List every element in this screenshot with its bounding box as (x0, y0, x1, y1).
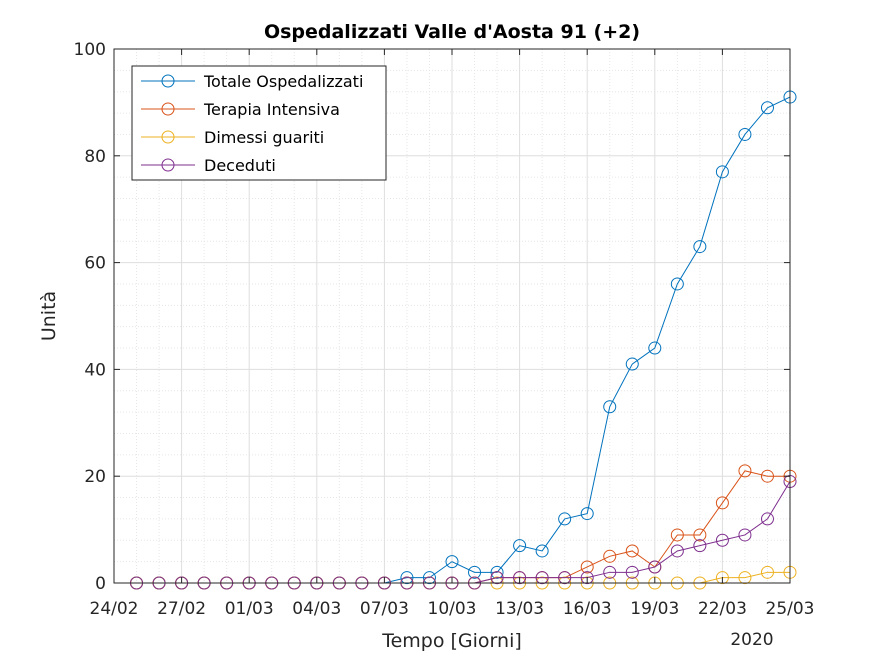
minor-grid (114, 49, 790, 583)
y-axis-title: Unità (38, 291, 60, 341)
data-point-totale-ospedalizzati (738, 127, 752, 141)
data-point-dimessi-guariti (760, 565, 774, 579)
x-tick-label: 16/03 (563, 599, 612, 619)
data-point-totale-ospedalizzati (670, 277, 684, 291)
data-point-deceduti (670, 544, 684, 558)
data-point-deceduti (738, 528, 752, 542)
data-point-totale-ospedalizzati (422, 571, 436, 585)
data-point-totale-ospedalizzati (468, 565, 482, 579)
data-point-totale-ospedalizzati (580, 507, 594, 521)
data-point-terapia-intensiva (603, 549, 617, 563)
data-point-deceduti (603, 565, 617, 579)
axis-ticks (113, 48, 791, 584)
data-point-terapia-intensiva (760, 469, 774, 483)
data-point-totale-ospedalizzati (715, 165, 729, 179)
data-point-dimessi-guariti (715, 571, 729, 585)
y-tick-label: 0 (95, 574, 106, 594)
data-point-terapia-intensiva (738, 464, 752, 478)
legend-label-totale-ospedalizzati: Totale Ospedalizzati (203, 72, 363, 91)
data-point-totale-ospedalizzati (535, 544, 549, 558)
data-point-deceduti (693, 539, 707, 553)
x-tick-label: 19/03 (630, 599, 679, 619)
x-tick-label: 25/03 (766, 599, 815, 619)
data-point-deceduti (648, 560, 662, 574)
x-tick-label: 01/03 (225, 599, 274, 619)
chart-title: Ospedalizzati Valle d'Aosta 91 (+2) (264, 21, 640, 43)
legend-label-dimessi-guariti: Dimessi guariti (204, 128, 324, 147)
x-tick-label: 13/03 (495, 599, 544, 619)
y-tick-label: 60 (84, 254, 106, 274)
data-point-dimessi-guariti (738, 571, 752, 585)
data-point-terapia-intensiva (625, 544, 639, 558)
data-point-totale-ospedalizzati (693, 240, 707, 254)
legend-marker-terapia-intensiva (161, 102, 175, 116)
x-tick-label: 24/02 (90, 599, 139, 619)
legend: Totale Ospedalizzati Terapia Intensiva Dim… (131, 65, 387, 181)
data-point-terapia-intensiva (715, 496, 729, 510)
x-tick-label: 27/02 (157, 599, 206, 619)
data-point-totale-ospedalizzati (760, 101, 774, 115)
data-point-terapia-intensiva (580, 560, 594, 574)
data-point-totale-ospedalizzati (513, 539, 527, 553)
data-point-totale-ospedalizzati (400, 571, 414, 585)
x-tick-label: 10/03 (428, 599, 477, 619)
legend-box (131, 65, 387, 181)
x-axis-title: Tempo [Giorni] (381, 630, 522, 652)
data-point-totale-ospedalizzati (625, 357, 639, 371)
x-tick-label: 22/03 (698, 599, 747, 619)
data-point-deceduti (513, 571, 527, 585)
y-tick-label: 40 (84, 360, 106, 380)
legend-label-deceduti: Deceduti (204, 156, 276, 175)
year-label: 2020 (730, 630, 773, 650)
legend-label-terapia-intensiva: Terapia Intensiva (203, 100, 340, 119)
y-tick-label: 100 (74, 40, 106, 60)
legend-marker-totale-ospedalizzati (161, 74, 175, 88)
data-point-deceduti (535, 571, 549, 585)
tick-labels: 24/02 27/02 01/03 04/03 07/03 10/03 13/03 16/03… (74, 40, 815, 619)
data-point-deceduti (760, 512, 774, 526)
data-point-totale-ospedalizzati (445, 555, 459, 569)
data-point-terapia-intensiva (670, 528, 684, 542)
data-point-deceduti (558, 571, 572, 585)
data-point-deceduti (715, 533, 729, 547)
data-point-totale-ospedalizzati (490, 565, 504, 579)
y-tick-label: 80 (84, 147, 106, 167)
data-point-deceduti (625, 565, 639, 579)
legend-marker-deceduti (161, 158, 175, 172)
data-point-totale-ospedalizzati (558, 512, 572, 526)
data-point-totale-ospedalizzati (603, 400, 617, 414)
data-point-deceduti (490, 571, 504, 585)
y-tick-label: 20 (84, 467, 106, 487)
legend-marker-dimessi-guariti (161, 130, 175, 144)
major-grid (114, 49, 790, 583)
data-point-deceduti (580, 571, 594, 585)
data-point-terapia-intensiva (693, 528, 707, 542)
data-point-totale-ospedalizzati (648, 341, 662, 355)
x-tick-label: 04/03 (292, 599, 341, 619)
x-tick-label: 07/03 (360, 599, 409, 619)
